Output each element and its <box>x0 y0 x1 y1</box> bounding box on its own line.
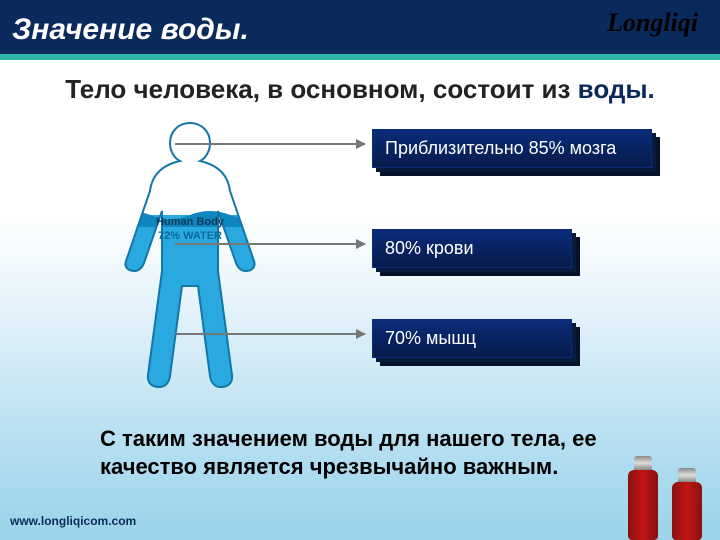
arrow-muscle-icon <box>175 333 365 335</box>
main-diagram: Human Body 72% WATER Приблизительно 85% … <box>0 115 720 415</box>
subtitle-accent: воды. <box>578 74 655 104</box>
product-bottle-1-icon <box>624 452 662 540</box>
body-label-line1: Human Body <box>110 215 270 229</box>
fact-muscle: 70% мышц <box>372 319 572 358</box>
footer-url: www.longliqicom.com <box>10 514 136 528</box>
brand-logo: Longliqi <box>607 8 698 38</box>
bottle-body-icon <box>672 482 702 540</box>
bottle-body-icon <box>628 470 658 540</box>
arrow-brain-icon <box>175 143 365 145</box>
conclusion-text: С таким значением воды для нашего тела, … <box>100 425 660 480</box>
fact-brain: Приблизительно 85% мозга <box>372 129 652 168</box>
arrow-blood-icon <box>175 243 365 245</box>
human-silhouette-icon <box>110 115 270 395</box>
bottle-cap-icon <box>634 456 652 470</box>
fact-blood: 80% крови <box>372 229 572 268</box>
human-body-figure: Human Body 72% WATER <box>110 115 270 395</box>
subtitle: Тело человека, в основном, состоит из во… <box>0 74 720 105</box>
conclusion-line1: С таким значением воды для нашего тела, … <box>100 425 660 453</box>
conclusion-line2: качество является чрезвычайно важным. <box>100 453 660 481</box>
body-label-line2: 72% WATER <box>110 229 270 243</box>
product-bottle-2-icon <box>668 464 706 540</box>
page-title: Значение воды. <box>12 13 249 47</box>
header-bar: Значение воды. Longliqi <box>0 0 720 60</box>
header-rule <box>0 54 720 60</box>
bottle-cap-icon <box>678 468 696 482</box>
body-figure-label: Human Body 72% WATER <box>110 215 270 244</box>
subtitle-prefix: Тело человека, в основном, состоит из <box>65 74 577 104</box>
